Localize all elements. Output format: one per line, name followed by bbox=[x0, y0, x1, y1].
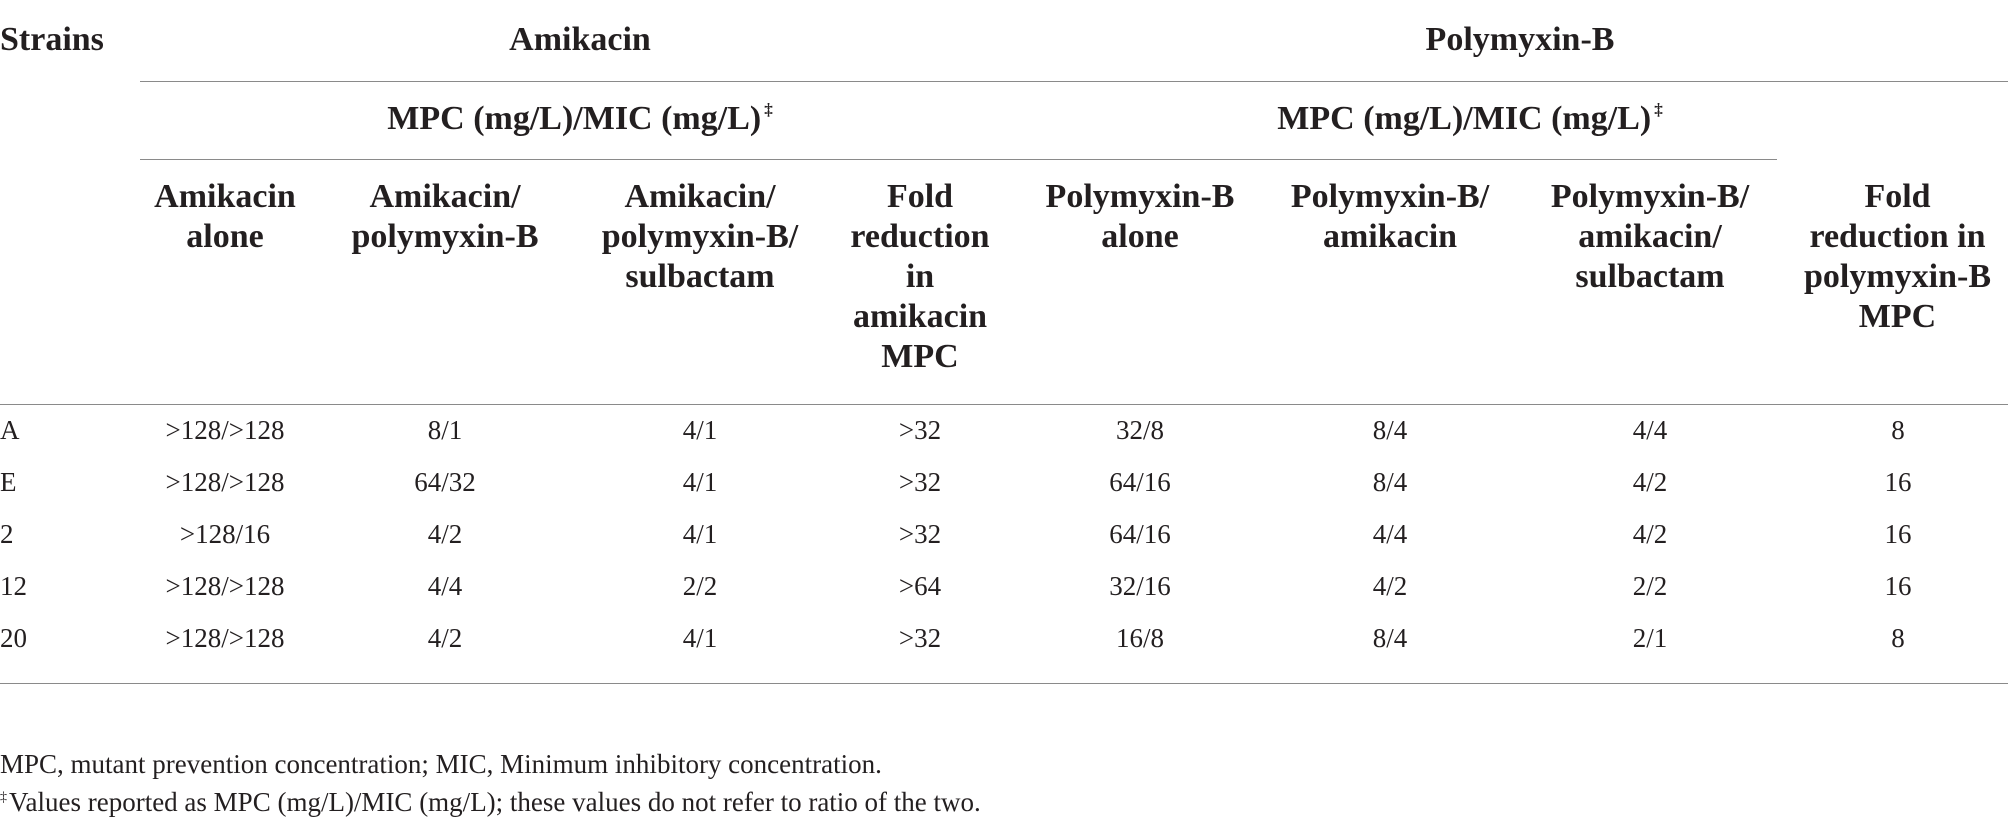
group-header-amikacin: Amikacin bbox=[509, 21, 651, 58]
value-cell: 8/4 bbox=[1372, 415, 1408, 445]
header-line: sulbactam bbox=[625, 258, 775, 295]
value-cell: 8/1 bbox=[427, 415, 463, 445]
value-cell: >64 bbox=[898, 571, 942, 601]
value-cell: 64/32 bbox=[414, 467, 476, 497]
value-cell: 8/4 bbox=[1372, 623, 1408, 653]
column-header-polymyxin-b-alone: Polymyxin-B alone bbox=[1020, 177, 1260, 257]
value-cell: 2/2 bbox=[1632, 571, 1668, 601]
value-cell: 4/1 bbox=[682, 519, 718, 549]
strain-cell: 12 bbox=[0, 571, 27, 601]
header-line: sulbactam bbox=[1575, 258, 1725, 295]
header-line: Amikacin bbox=[154, 178, 296, 215]
header-line: alone bbox=[1101, 218, 1179, 255]
value-cell: 16 bbox=[1884, 519, 1912, 549]
value-cell: >128/>128 bbox=[165, 623, 285, 653]
header-line: Fold bbox=[886, 178, 954, 215]
header-line: reduction bbox=[850, 218, 990, 255]
value-cell: 4/2 bbox=[427, 519, 463, 549]
value-cell: >128/>128 bbox=[165, 571, 285, 601]
strain-cell: 2 bbox=[0, 519, 14, 549]
double-dagger-mark: ‡ bbox=[764, 100, 773, 119]
value-cell: 4/1 bbox=[682, 415, 718, 445]
value-cell: 4/4 bbox=[1632, 415, 1668, 445]
header-line: polymyxin-B bbox=[1803, 258, 1992, 295]
value-cell: 64/16 bbox=[1109, 519, 1171, 549]
value-cell: 4/4 bbox=[1372, 519, 1408, 549]
strain-cell: A bbox=[0, 415, 20, 445]
header-line: polymyxin-B bbox=[351, 218, 539, 255]
value-cell: 4/2 bbox=[427, 623, 463, 653]
strain-cell: E bbox=[0, 467, 17, 497]
value-cell: >32 bbox=[898, 415, 942, 445]
header-line: amikacin bbox=[1322, 218, 1458, 255]
column-header-fold-reduction-polymyxin-b: Fold reduction in polymyxin-B MPC bbox=[1790, 177, 2005, 337]
value-cell: 4/1 bbox=[682, 467, 718, 497]
header-line: MPC bbox=[881, 338, 959, 375]
value-cell: 2/1 bbox=[1632, 623, 1668, 653]
value-cell: 32/16 bbox=[1109, 571, 1171, 601]
value-cell: 4/2 bbox=[1632, 467, 1668, 497]
value-cell: 8 bbox=[1891, 415, 1905, 445]
column-header-polymyxin-b-amikacin-sulbactam: Polymyxin-B/ amikacin/ sulbactam bbox=[1520, 177, 1780, 297]
double-dagger-mark: ‡ bbox=[1654, 100, 1663, 119]
value-cell: 16 bbox=[1884, 571, 1912, 601]
header-line: Amikacin/ bbox=[624, 178, 776, 215]
value-cell: 4/2 bbox=[1632, 519, 1668, 549]
header-line: Polymyxin-B/ bbox=[1290, 178, 1490, 215]
header-line: polymyxin-B/ bbox=[601, 218, 799, 255]
group-header-polymyxin-b: Polymyxin-B bbox=[1425, 21, 1615, 58]
column-header-fold-reduction-amikacin: Fold reduction in amikacin MPC bbox=[830, 177, 1010, 377]
column-header-amikacin-alone: Amikacin alone bbox=[140, 177, 310, 257]
header-line: MPC bbox=[1858, 298, 1937, 335]
header-line: Amikacin/ bbox=[369, 178, 521, 215]
value-cell: 4/4 bbox=[427, 571, 463, 601]
header-line: Fold bbox=[1864, 178, 1931, 215]
column-header-polymyxin-b-amikacin: Polymyxin-B/ amikacin bbox=[1270, 177, 1510, 257]
header-line: amikacin/ bbox=[1578, 218, 1722, 255]
value-cell: 8/4 bbox=[1372, 467, 1408, 497]
header-bottom-rule bbox=[0, 404, 2008, 405]
header-line: amikacin bbox=[852, 298, 988, 335]
subgroup-header-polymyxin-b-text: MPC (mg/L)/MIC (mg/L) bbox=[1277, 100, 1652, 137]
subgroup-header-rule bbox=[140, 159, 1777, 160]
value-cell: 2/2 bbox=[682, 571, 718, 601]
table-bottom-rule bbox=[0, 683, 2008, 684]
subgroup-header-polymyxin-b: MPC (mg/L)/MIC (mg/L) ‡ bbox=[1120, 99, 1820, 139]
value-cell: >128/>128 bbox=[165, 467, 285, 497]
footnote-abbreviations: MPC, mutant prevention concentration; MI… bbox=[0, 749, 882, 779]
value-cell: >128/16 bbox=[179, 519, 271, 549]
value-cell: 4/2 bbox=[1372, 571, 1408, 601]
value-cell: 8 bbox=[1891, 623, 1905, 653]
value-cell: 4/1 bbox=[682, 623, 718, 653]
column-header-amikacin-polymyxin-b: Amikacin/ polymyxin-B bbox=[330, 177, 560, 257]
value-cell: 16 bbox=[1884, 467, 1912, 497]
group-header-rule bbox=[140, 81, 2008, 82]
value-cell: >32 bbox=[898, 467, 942, 497]
header-line: alone bbox=[186, 218, 264, 255]
header-line: reduction in bbox=[1809, 218, 1986, 255]
double-dagger-mark: ‡ bbox=[0, 790, 7, 805]
value-cell: >128/>128 bbox=[165, 415, 285, 445]
value-cell: >32 bbox=[898, 519, 942, 549]
value-cell: 32/8 bbox=[1115, 415, 1164, 445]
value-cell: 64/16 bbox=[1109, 467, 1171, 497]
header-line: Polymyxin-B bbox=[1045, 178, 1235, 215]
header-line: in bbox=[905, 258, 935, 295]
column-header-amikacin-polymyxin-b-sulbactam: Amikacin/ polymyxin-B/ sulbactam bbox=[570, 177, 830, 297]
strain-cell: 20 bbox=[0, 623, 27, 653]
header-line: Polymyxin-B/ bbox=[1550, 178, 1750, 215]
value-cell: >32 bbox=[898, 623, 942, 653]
strains-header: Strains bbox=[0, 21, 104, 58]
subgroup-header-amikacin-text: MPC (mg/L)/MIC (mg/L) bbox=[387, 100, 762, 137]
footnote-note-text: Values reported as MPC (mg/L)/MIC (mg/L)… bbox=[9, 787, 981, 817]
value-cell: 16/8 bbox=[1115, 623, 1164, 653]
footnote-note: ‡Values reported as MPC (mg/L)/MIC (mg/L… bbox=[0, 785, 981, 819]
subgroup-header-amikacin: MPC (mg/L)/MIC (mg/L) ‡ bbox=[230, 99, 930, 139]
